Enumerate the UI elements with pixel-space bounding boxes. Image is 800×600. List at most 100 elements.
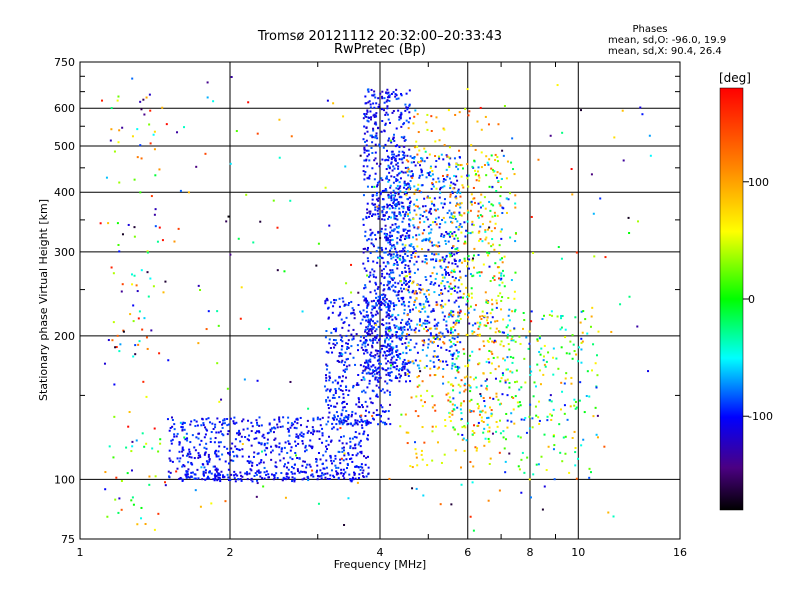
scatter-point <box>370 238 373 241</box>
scatter-point <box>266 432 269 435</box>
scatter-point <box>483 315 486 318</box>
scatter-point <box>206 461 209 464</box>
scatter-point <box>486 251 489 254</box>
scatter-point <box>204 471 207 474</box>
scatter-point <box>355 383 358 386</box>
scatter-point <box>339 389 342 392</box>
scatter-point <box>375 292 378 295</box>
scatter-point <box>519 436 522 439</box>
scatter-point <box>369 333 372 336</box>
scatter-point <box>467 311 470 314</box>
scatter-point <box>408 229 411 232</box>
scatter-point <box>505 438 508 441</box>
scatter-point <box>472 224 475 227</box>
scatter-point <box>484 437 487 440</box>
scatter-point <box>347 339 350 342</box>
scatter-point <box>367 363 370 366</box>
scatter-point <box>316 474 319 477</box>
scatter-point <box>230 473 233 476</box>
scatter-point <box>173 428 176 431</box>
scatter-point <box>433 244 436 247</box>
scatter-point <box>226 473 229 476</box>
scatter-point <box>369 291 372 294</box>
scatter-point <box>365 112 368 115</box>
scatter-point <box>136 290 139 293</box>
scatter-point <box>375 337 378 340</box>
scatter-point <box>362 348 365 351</box>
scatter-point <box>412 218 415 221</box>
scatter-point <box>444 242 447 245</box>
scatter-point <box>360 420 363 423</box>
scatter-point <box>169 427 172 430</box>
scatter-point <box>342 393 345 396</box>
scatter-point <box>327 404 330 407</box>
scatter-point <box>372 129 375 132</box>
scatter-point <box>390 205 393 208</box>
scatter-point <box>146 251 149 254</box>
scatter-point <box>466 422 469 425</box>
scatter-point <box>350 479 353 482</box>
scatter-point <box>498 266 501 269</box>
scatter-point <box>374 96 377 99</box>
scatter-point <box>393 324 396 327</box>
scatter-point <box>381 406 384 409</box>
scatter-point <box>404 264 407 267</box>
scatter-point <box>324 374 327 377</box>
scatter-point <box>385 168 388 171</box>
scatter-point <box>430 281 433 284</box>
scatter-point <box>396 174 399 177</box>
scatter-point <box>443 284 446 287</box>
scatter-point <box>387 305 390 308</box>
scatter-point <box>325 466 328 469</box>
scatter-point <box>448 350 451 353</box>
scatter-point <box>386 389 389 392</box>
scatter-point <box>316 416 319 419</box>
scatter-point <box>399 214 402 217</box>
scatter-point <box>506 333 509 336</box>
scatter-point <box>378 103 381 106</box>
scatter-point <box>280 472 283 475</box>
scatter-point <box>500 402 503 405</box>
scatter-point <box>111 339 114 342</box>
scatter-point <box>411 308 414 311</box>
scatter-point <box>362 389 365 392</box>
scatter-point <box>337 472 340 475</box>
scatter-point <box>538 419 541 422</box>
scatter-point <box>384 338 387 341</box>
scatter-point <box>328 477 331 480</box>
scatter-point <box>432 178 435 181</box>
scatter-point <box>579 109 582 112</box>
scatter-point <box>486 161 489 164</box>
scatter-point <box>406 108 409 111</box>
scatter-point <box>486 385 489 388</box>
scatter-point <box>366 119 369 122</box>
scatter-point <box>498 271 501 274</box>
scatter-point <box>380 334 383 337</box>
scatter-point <box>326 299 329 302</box>
scatter-point <box>364 463 367 466</box>
scatter-point <box>364 341 367 344</box>
scatter-point <box>381 347 384 350</box>
scatter-point <box>339 462 342 465</box>
scatter-point <box>297 436 300 439</box>
scatter-point <box>382 146 385 149</box>
scatter-point <box>399 190 402 193</box>
scatter-point <box>173 433 176 436</box>
scatter-point <box>384 247 387 250</box>
scatter-point <box>408 211 411 214</box>
scatter-point <box>515 369 518 372</box>
scatter-point <box>285 473 288 476</box>
scatter-point <box>340 354 343 357</box>
scatter-point <box>404 280 407 283</box>
scatter-point <box>302 435 305 438</box>
scatter-point <box>311 469 314 472</box>
scatter-point <box>398 187 401 190</box>
scatter-point <box>291 476 294 479</box>
scatter-point <box>359 154 362 157</box>
scatter-point <box>449 230 452 233</box>
scatter-point <box>362 194 365 197</box>
scatter-point <box>433 203 436 206</box>
scatter-point <box>214 423 217 426</box>
scatter-point <box>464 388 467 391</box>
scatter-point <box>432 341 435 344</box>
